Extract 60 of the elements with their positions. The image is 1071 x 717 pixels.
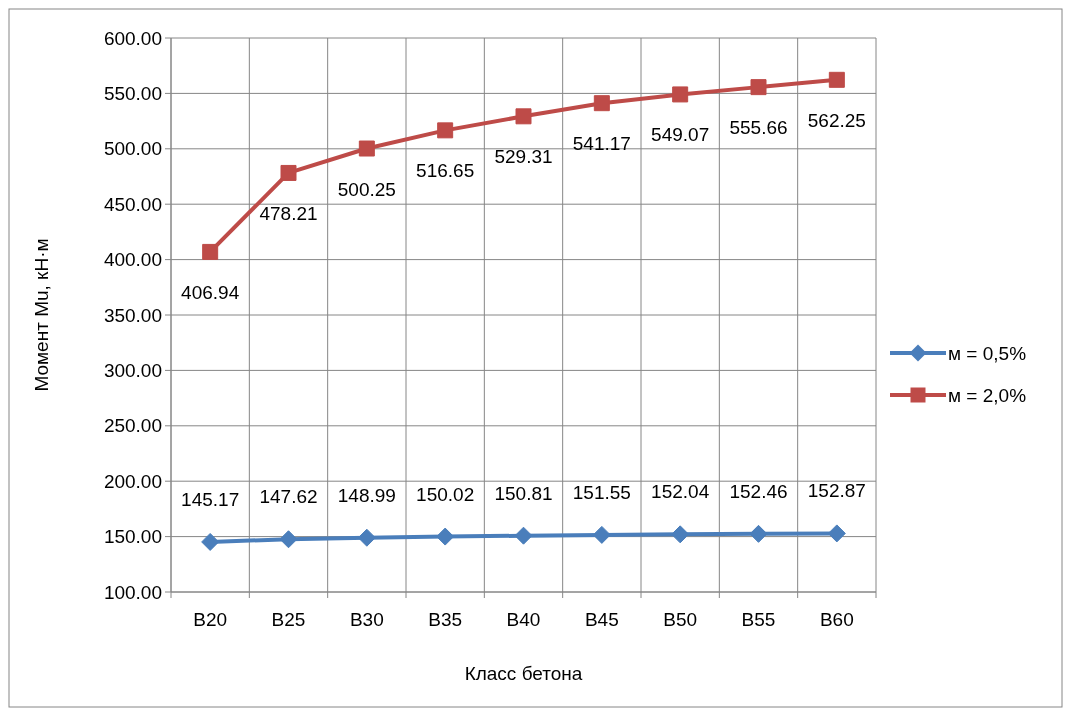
x-tick-label: B40 (506, 609, 541, 630)
legend-label: м = 0,5% (948, 342, 1027, 364)
data-label: 549.07 (651, 124, 710, 146)
data-label: 150.81 (494, 482, 553, 504)
data-label: 151.55 (572, 481, 631, 503)
data-label: 478.21 (259, 202, 318, 224)
data-label: 555.66 (729, 117, 788, 139)
point (436, 527, 455, 546)
point (358, 140, 375, 157)
point (357, 528, 376, 547)
point (202, 243, 219, 260)
data-label: 152.46 (729, 480, 788, 502)
point (749, 524, 768, 543)
y-tick-label: 400.00 (103, 249, 162, 271)
legend-label: м = 2,0% (948, 384, 1027, 406)
point (201, 532, 220, 551)
y-axis-title: Момент Мu, кН·м (31, 238, 52, 392)
point (672, 86, 689, 103)
y-tick-label: 150.00 (103, 526, 162, 548)
y-tick-label: 100.00 (103, 581, 162, 603)
x-tick-label: B55 (741, 609, 776, 630)
data-label: 147.62 (259, 486, 318, 508)
y-tick-label: 600.00 (103, 27, 162, 49)
point (671, 525, 690, 544)
x-axis-title: Класс бетона (464, 663, 583, 684)
point (515, 108, 532, 125)
data-label: 541.17 (572, 133, 631, 155)
point (514, 526, 533, 545)
x-tick-label: B25 (271, 609, 306, 630)
x-tick-label: B35 (428, 609, 463, 630)
point (437, 122, 454, 139)
y-tick-label: 350.00 (103, 304, 162, 326)
point (827, 524, 846, 543)
data-label: 562.25 (807, 109, 866, 131)
data-label: 406.94 (181, 281, 240, 303)
data-label: 145.17 (181, 488, 240, 510)
x-tick-label: B20 (193, 609, 228, 630)
y-tick-label: 450.00 (103, 193, 162, 215)
point (280, 164, 297, 181)
data-label: 529.31 (494, 146, 553, 168)
y-tick-label: 250.00 (103, 415, 162, 437)
point (828, 71, 845, 88)
x-tick-label: B45 (584, 609, 619, 630)
point (279, 530, 298, 549)
y-tick-label: 550.00 (103, 83, 162, 105)
y-tick-label: 200.00 (103, 470, 162, 492)
data-label: 516.65 (416, 160, 475, 182)
y-tick-label: 500.00 (103, 138, 162, 160)
x-tick-label: B30 (349, 609, 384, 630)
point (593, 95, 610, 112)
x-tick-label: B60 (819, 609, 854, 630)
data-label: 148.99 (337, 484, 396, 506)
point (592, 525, 611, 544)
data-label: 500.25 (337, 178, 396, 200)
point (750, 79, 767, 96)
data-label: 150.02 (416, 483, 475, 505)
data-label: 152.87 (807, 480, 866, 502)
x-tick-label: B50 (663, 609, 698, 630)
y-tick-label: 300.00 (103, 360, 162, 382)
data-label: 152.04 (651, 481, 710, 503)
